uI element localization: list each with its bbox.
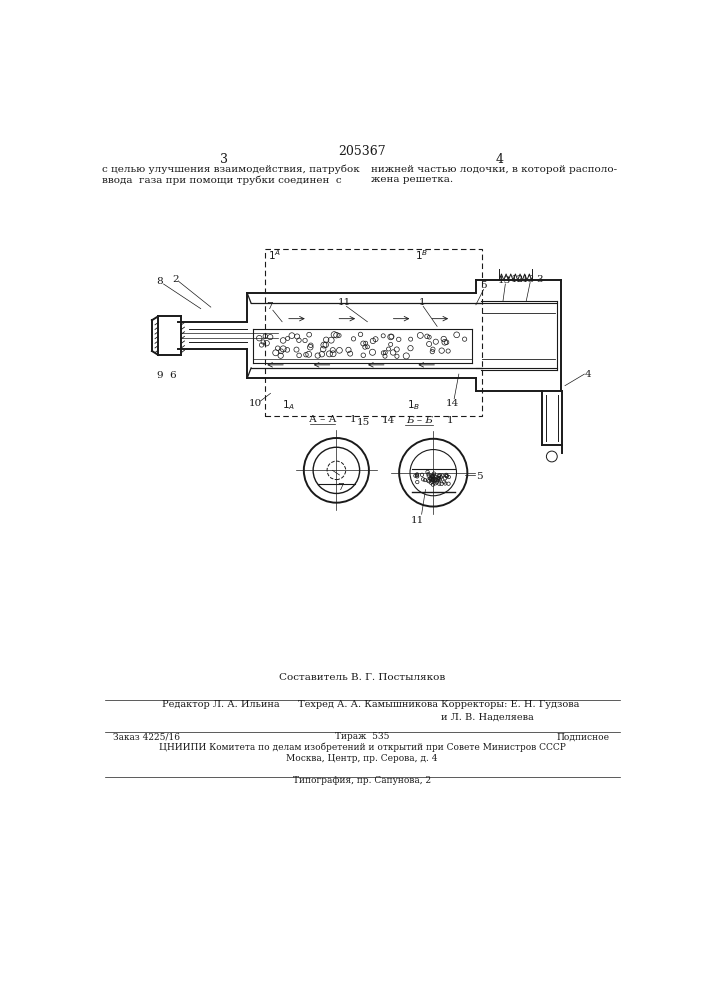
Text: 15: 15 — [357, 418, 370, 427]
Text: Редактор Л. А. Ильина: Редактор Л. А. Ильина — [162, 700, 280, 709]
Text: Типография, пр. Сапунова, 2: Типография, пр. Сапунова, 2 — [293, 776, 431, 785]
Text: 7: 7 — [337, 483, 344, 492]
Text: 205367: 205367 — [338, 145, 386, 158]
Text: А – А: А – А — [309, 415, 336, 424]
Text: 3: 3 — [220, 153, 228, 166]
Text: 5: 5 — [480, 281, 487, 290]
Text: $1_B$: $1_B$ — [407, 398, 421, 412]
Text: Тираж  535: Тираж 535 — [334, 732, 389, 741]
Text: 6: 6 — [169, 371, 175, 380]
Text: нижней частью лодочки, в которой располо-
жена решетка.: нижней частью лодочки, в которой располо… — [371, 165, 617, 184]
Text: Б – Б: Б – Б — [406, 416, 433, 425]
Text: Подписное: Подписное — [556, 732, 609, 741]
Text: 7: 7 — [267, 302, 273, 311]
Text: Москва, Центр, пр. Серова, д. 4: Москва, Центр, пр. Серова, д. 4 — [286, 754, 438, 763]
Text: 1: 1 — [447, 416, 454, 425]
Text: 14: 14 — [446, 399, 460, 408]
Text: 4: 4 — [585, 370, 592, 379]
Text: 13: 13 — [498, 276, 511, 285]
Text: $1^A$: $1^A$ — [268, 248, 281, 262]
Text: 12: 12 — [510, 275, 524, 284]
Text: с целью улучшения взаимодействия, патрубок
ввода  газа при помощи трубки соедине: с целью улучшения взаимодействия, патруб… — [103, 165, 360, 185]
Text: 1: 1 — [419, 298, 425, 307]
Text: 5: 5 — [476, 472, 482, 481]
Text: Заказ 4225/16: Заказ 4225/16 — [113, 732, 180, 741]
Text: 9: 9 — [156, 371, 163, 380]
Bar — [265, 249, 482, 416]
Text: 10: 10 — [248, 399, 262, 408]
Text: 13: 13 — [522, 275, 535, 284]
Text: $1^B$: $1^B$ — [415, 248, 428, 262]
Text: 3: 3 — [536, 275, 543, 284]
Text: 8: 8 — [156, 277, 163, 286]
Text: 14: 14 — [382, 416, 395, 425]
Text: 11: 11 — [337, 298, 351, 307]
Text: Корректоры: Е. Н. Гудзова: Корректоры: Е. Н. Гудзова — [441, 700, 579, 709]
Text: 1: 1 — [350, 415, 357, 424]
Text: Техред А. А. Камышникова: Техред А. А. Камышникова — [298, 700, 438, 709]
Text: $1_A$: $1_A$ — [281, 398, 295, 412]
Text: 2: 2 — [173, 275, 180, 284]
Text: Составитель В. Г. Постыляков: Составитель В. Г. Постыляков — [279, 673, 445, 682]
Text: 4: 4 — [495, 153, 503, 166]
Text: 11: 11 — [411, 516, 424, 525]
Text: ЦНИИПИ Комитета по делам изобретений и открытий при Совете Министров СССР: ЦНИИПИ Комитета по делам изобретений и о… — [158, 743, 566, 752]
Text: и Л. В. Наделяева: и Л. В. Наделяева — [441, 712, 534, 721]
